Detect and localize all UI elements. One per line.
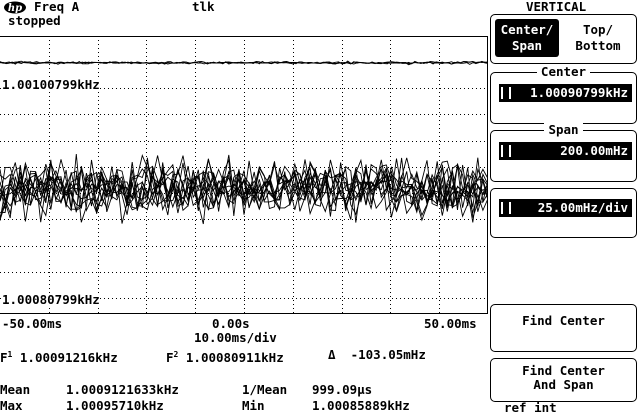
center-softkey[interactable]: Center 1.00090799kHz <box>490 64 637 124</box>
entry-bars-icon <box>501 202 511 214</box>
stat-max-value: 1.00095710kHz <box>66 398 164 413</box>
menu-title: VERTICAL <box>526 0 587 14</box>
acquisition-status: stopped <box>8 13 61 28</box>
center-title: Center <box>491 64 636 79</box>
hp-logo-icon: hp <box>4 1 26 14</box>
entry-bars-icon <box>501 87 511 99</box>
measurement-graph <box>0 36 488 314</box>
frequency-trace <box>0 158 488 217</box>
stat-max-label: Max <box>0 398 23 413</box>
frequency-traces <box>0 153 488 225</box>
scale-value-field[interactable]: 25.00mHz/div <box>499 199 632 217</box>
reference-trace <box>0 60 488 66</box>
center-span-softkey[interactable]: Center/ Span Top/ Bottom <box>490 14 637 64</box>
center-value-field[interactable]: 1.00090799kHz <box>499 84 632 102</box>
find-center-span-label-1: Find Center <box>522 363 605 378</box>
marker-f2: F2 1.00080911kHz <box>166 350 284 366</box>
stat-mean-value: 1.0009121633kHz <box>66 382 179 397</box>
x-axis-center-label: 0.00s <box>212 316 250 331</box>
reference-source: ref int <box>504 400 557 415</box>
reference-trace-line <box>0 60 488 65</box>
top-bottom-option[interactable]: Top/ Bottom <box>575 22 621 53</box>
stat-min-value: 1.00085889kHz <box>312 398 410 413</box>
frequency-trace <box>0 158 488 216</box>
find-center-span-softkey[interactable]: Find Center And Span <box>490 358 637 402</box>
frequency-trace <box>0 158 488 223</box>
marker-delta: Δ -103.05mHz <box>328 347 426 362</box>
stat-inverse-mean-label: 1/Mean <box>242 382 288 397</box>
span-title: Span <box>491 122 636 137</box>
frequency-trace <box>0 166 488 217</box>
find-center-softkey[interactable]: Find Center <box>490 304 637 352</box>
x-axis-right-label: 50.00ms <box>424 316 477 331</box>
span-softkey[interactable]: Span 200.00mHz <box>490 122 637 182</box>
x-axis-left-label: -50.00ms <box>2 316 63 331</box>
measurement-name: Freq A <box>34 0 80 14</box>
frequency-trace <box>0 155 488 224</box>
center-span-option[interactable]: Center/ Span <box>495 19 559 57</box>
scale-softkey[interactable]: 25.00mHz/div <box>490 188 637 238</box>
marker-f1: F1 1.00091216kHz <box>0 350 118 366</box>
frequency-trace <box>0 154 488 216</box>
stat-min-label: Min <box>242 398 265 413</box>
remote-status: tlk <box>192 0 215 14</box>
frequency-trace <box>0 153 488 222</box>
stat-mean-label: Mean <box>0 382 31 397</box>
delta-icon: Δ <box>328 347 336 362</box>
svg-text:hp: hp <box>8 3 22 14</box>
span-value-field[interactable]: 200.00mHz <box>499 142 632 160</box>
bottom-scale-label: 1.00080799kHz <box>2 292 100 307</box>
frequency-trace <box>0 157 488 222</box>
find-center-span-label-2: And Span <box>533 377 594 392</box>
find-center-label: Find Center <box>522 313 605 328</box>
time-per-division: 10.00ms/div <box>194 330 277 345</box>
top-scale-label: 1.00100799kHz <box>2 77 100 92</box>
entry-bars-icon <box>501 145 511 157</box>
stat-inverse-mean-value: 999.09µs <box>312 382 373 397</box>
